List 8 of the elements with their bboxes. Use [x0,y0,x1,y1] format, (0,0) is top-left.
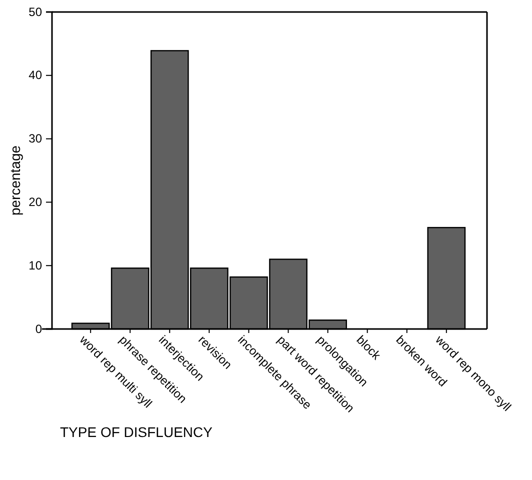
y-axis-title: percentage [7,145,23,216]
y-tick-label: 50 [28,4,42,19]
y-tick-label: 20 [28,195,42,210]
y-tick-label: 10 [28,258,42,272]
y-tick-label: 40 [28,68,42,82]
y-tick-label: 0 [35,322,42,336]
y-tick-label: 30 [28,132,42,146]
x-axis-title: TYPE OF DISFLUENCY [60,424,214,440]
